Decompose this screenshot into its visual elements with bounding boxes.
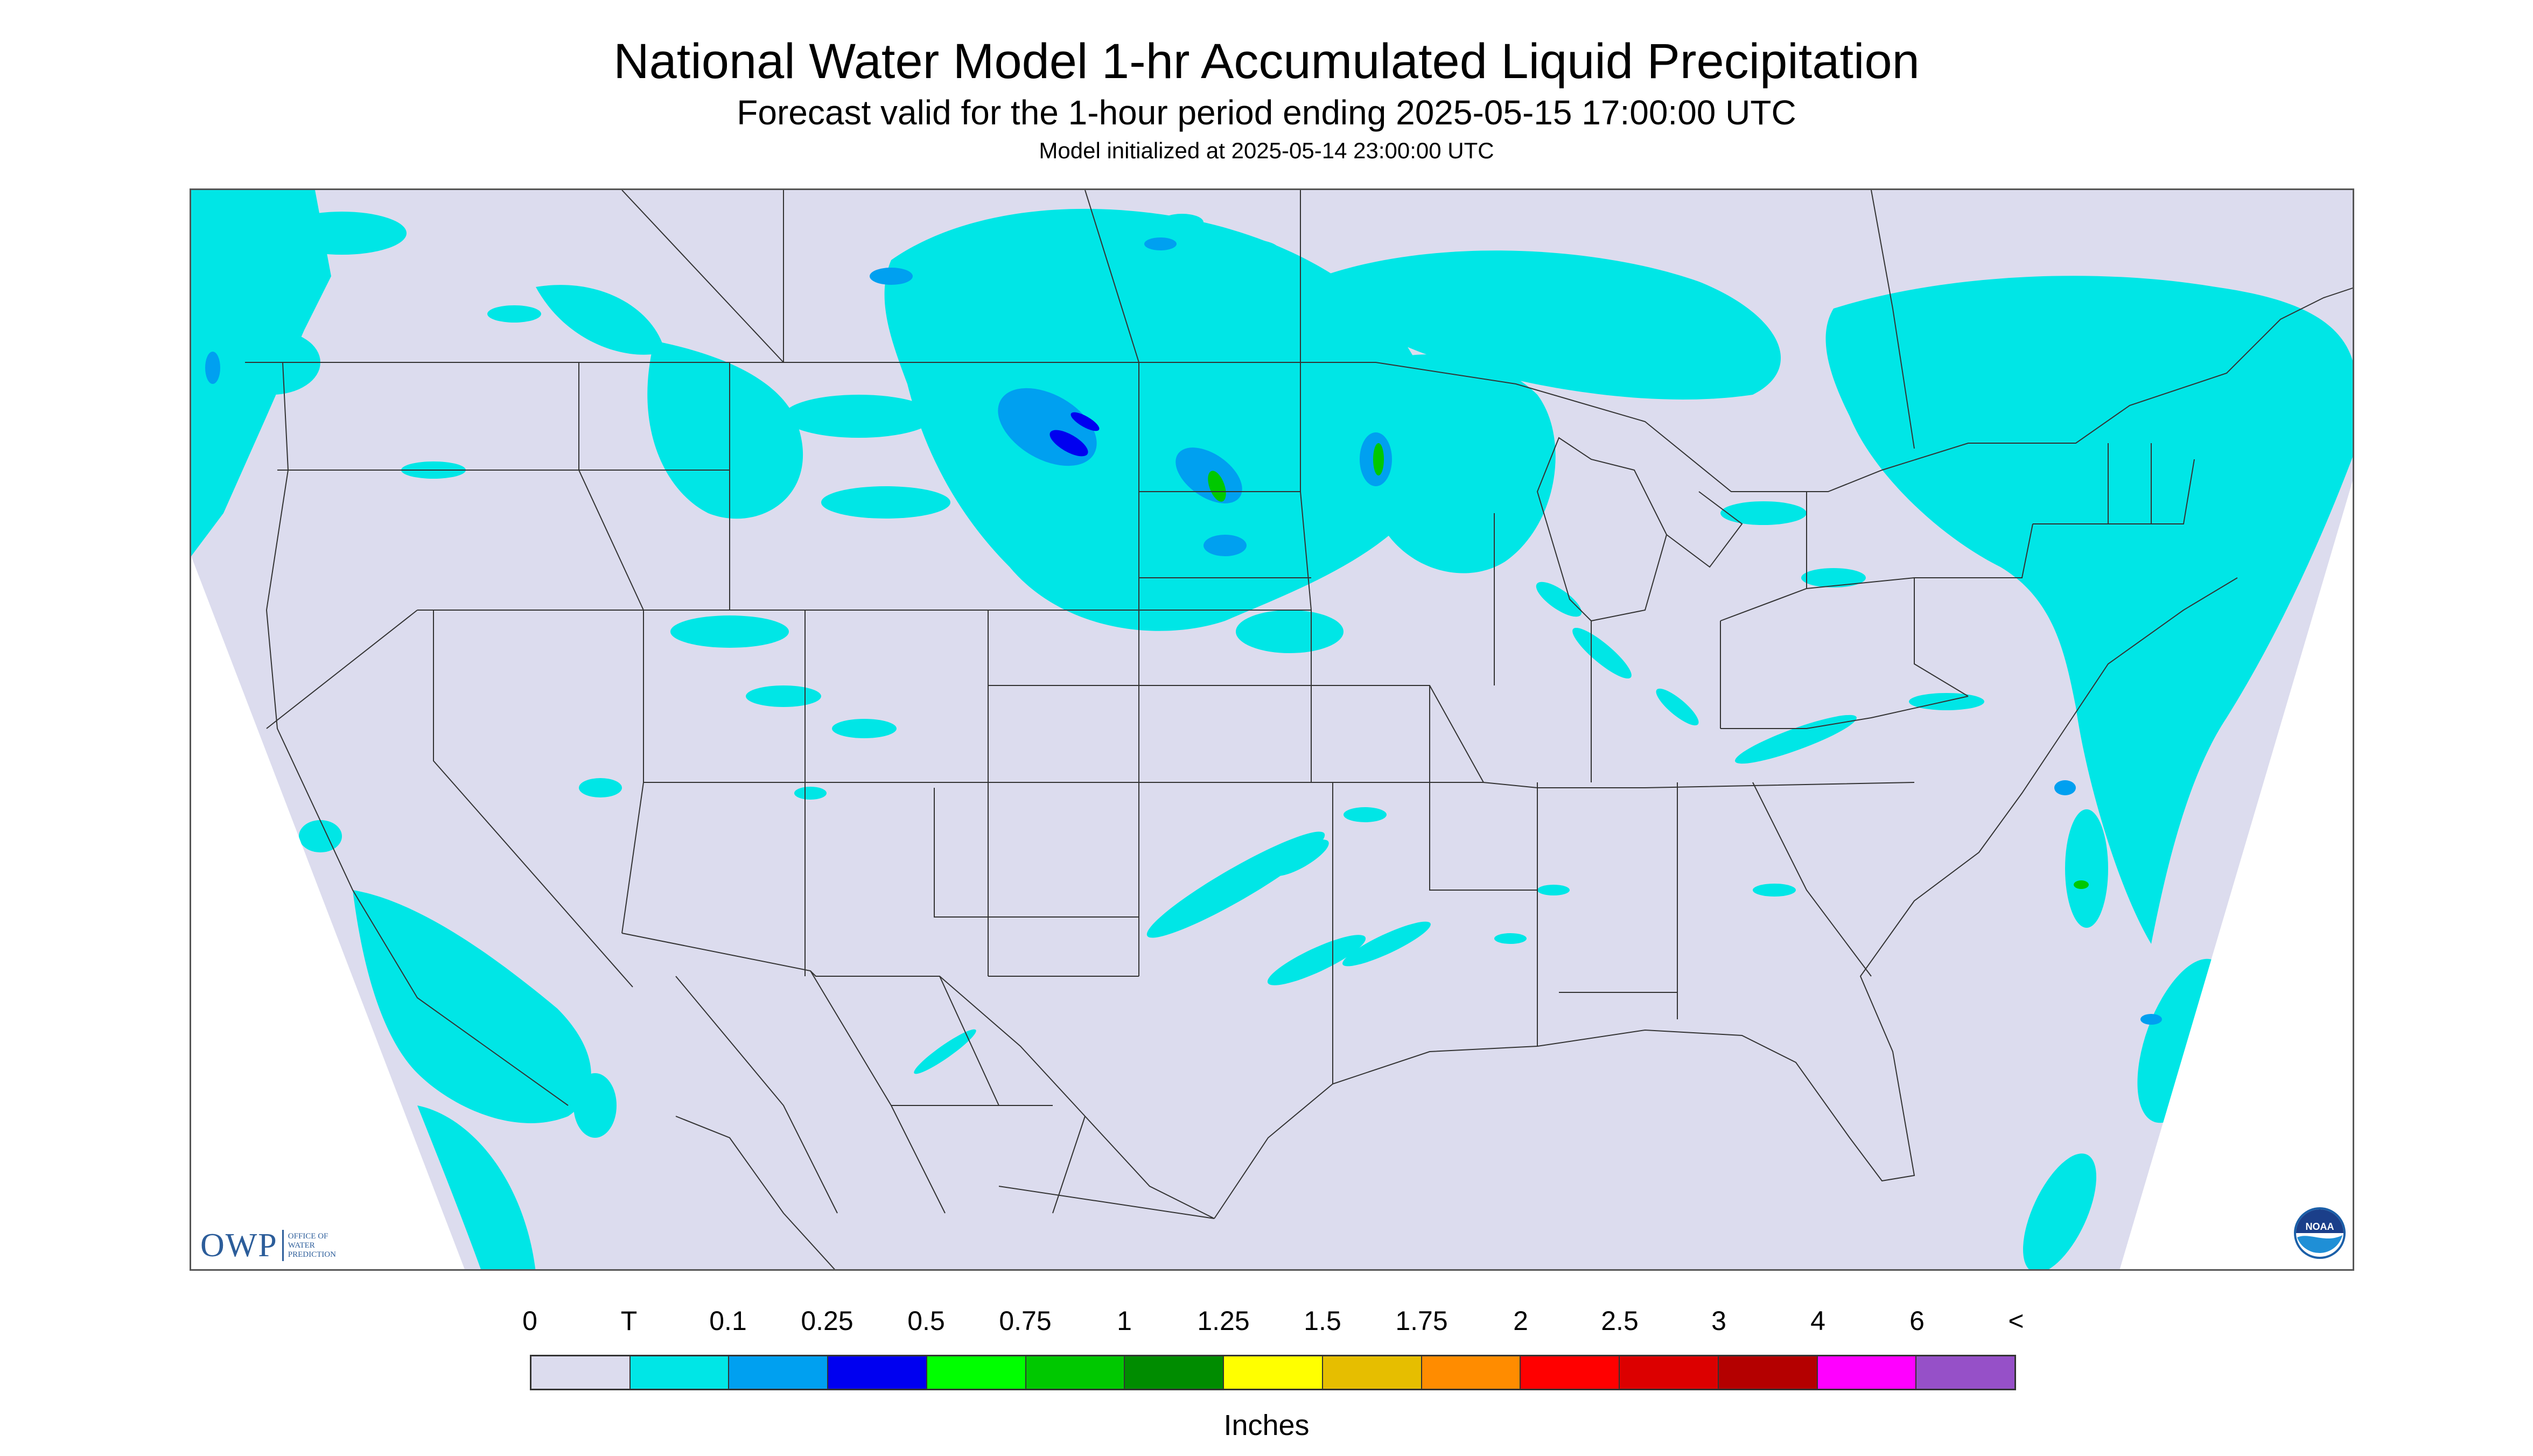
legend-swatch [1224,1356,1323,1389]
noaa-logo-icon: NOAA [2294,1207,2346,1259]
legend-tick-label: 2 [1513,1306,1528,1336]
legend-tick-label: 1 [1117,1306,1132,1336]
owp-sub-line-3: PREDICTION [288,1250,336,1259]
map-canvas [191,190,2353,1269]
map-outside-mask-left [191,556,465,1269]
owp-logo: OWP OFFICE OF WATER PREDICTION [200,1227,336,1264]
legend-tick-label: 0.5 [907,1306,945,1336]
legend-swatch [1125,1356,1224,1389]
legend-swatch [828,1356,927,1389]
legend-tick-label: 1.75 [1395,1306,1448,1336]
precip-heavier-layer [205,237,2162,1025]
legend-units: Inches [1223,1409,1310,1441]
legend-tick-label: 0 [522,1306,537,1336]
precipitation-map [190,188,2354,1271]
boundary-lines [245,190,2353,1269]
legend-swatch [1422,1356,1521,1389]
owp-logo-text: OWP [200,1227,278,1264]
legend-swatch [729,1356,829,1389]
owp-sub-line-2: WATER [288,1241,315,1250]
legend-swatch [1718,1356,1818,1389]
legend-swatch [1620,1356,1719,1389]
legend-swatch [1521,1356,1620,1389]
legend-tick-label: 6 [1909,1306,1925,1336]
legend-tick-labels: 0 T 0.1 0.25 0.5 0.75 1 1.25 1.5 1.75 2 2.5 3 4 6 < [522,1305,2024,1338]
legend-tick-label: 3 [1711,1306,1726,1336]
noaa-logo-text: NOAA [2306,1221,2334,1232]
legend-tick-label: 1.25 [1197,1306,1250,1336]
legend-tick-label: 1.5 [1304,1306,1341,1336]
legend-tick-label: 4 [1810,1306,1825,1336]
model-init-text: Model initialized at 2025-05-14 23:00:00… [1039,138,1494,163]
legend-tick-label: < [2008,1306,2024,1336]
legend-swatch [927,1356,1026,1389]
legend-swatch [1026,1356,1125,1389]
legend-tick-label: 2.5 [1601,1306,1639,1336]
legend-swatch [1916,1356,2015,1389]
legend-tick-label: T [620,1306,638,1336]
map-subtitle: Forecast valid for the 1-hour period end… [737,93,1796,132]
owp-logo-divider [282,1230,284,1261]
precip-layer [191,190,2353,1269]
legend-tick-label: 0.75 [999,1306,1052,1336]
owp-sub-line-1: OFFICE OF [288,1231,328,1241]
legend-colorbar [530,1355,2016,1390]
legend-tick-label: 0.25 [801,1306,853,1336]
legend-swatch [1817,1356,1917,1389]
legend-swatch [1323,1356,1422,1389]
owp-logo-subtext: OFFICE OF WATER PREDICTION [288,1232,336,1259]
legend-swatch [630,1356,730,1389]
map-title: National Water Model 1-hr Accumulated Li… [613,34,1920,89]
legend-tick-label: 0.1 [709,1306,747,1336]
legend-swatch [531,1356,631,1389]
